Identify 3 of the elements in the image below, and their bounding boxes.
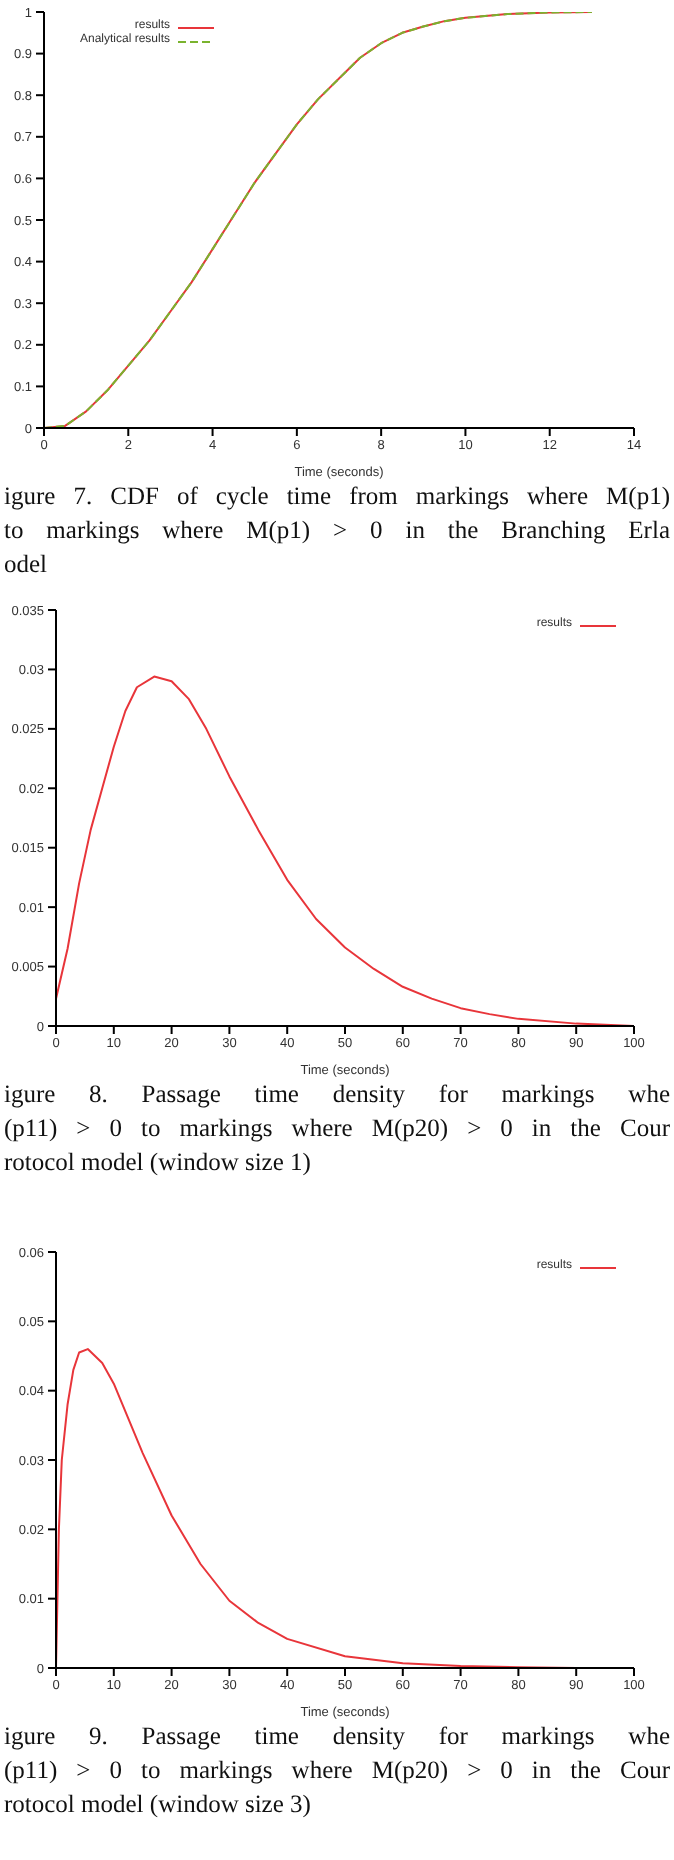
text: igure 7. CDF of cycle time from markings where M(p1) to markings where M(p1) > 0 in the Branching Erla odel	[4, 480, 670, 582]
text: igure 9. Passage time density for markings whe (p11) > 0 to markings where M(p20) > 0 in the Cour rotocol model (window size 3)	[4, 1720, 670, 1822]
text: igure 8. Passage time density for markings whe (p11) > 0 to markings where M(p20) > 0 in the Cour rotocol model (window size 1)	[4, 1078, 670, 1180]
